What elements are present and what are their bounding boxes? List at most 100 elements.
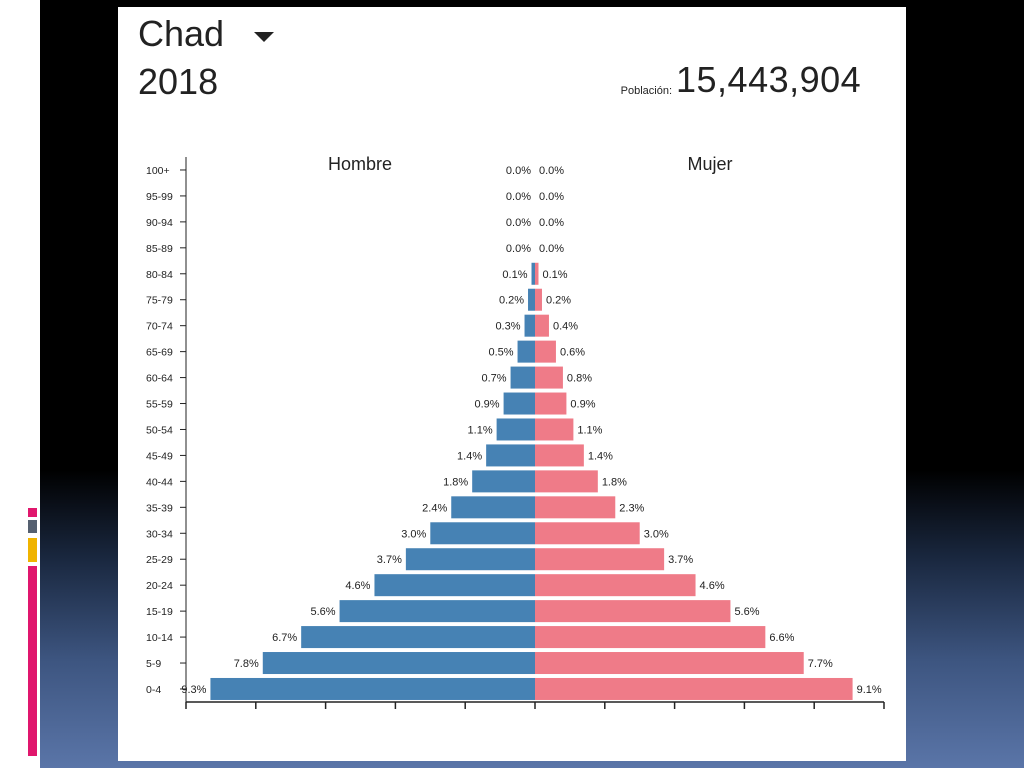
data-label-male: 3.7% — [377, 554, 402, 566]
data-label-male: 3.0% — [401, 528, 426, 540]
y-tick-label: 10-14 — [146, 632, 173, 644]
bar-male — [486, 444, 535, 467]
bar-male — [528, 288, 535, 311]
y-tick-label: 35-39 — [146, 502, 173, 514]
bar-female — [535, 626, 766, 649]
y-tick-label: 0-4 — [146, 684, 161, 696]
data-label-female: 7.7% — [808, 658, 833, 670]
y-tick-label: 40-44 — [146, 476, 173, 488]
data-label-female: 6.6% — [769, 632, 794, 644]
bar-female — [535, 522, 640, 545]
data-label-male: 2.4% — [422, 502, 447, 514]
data-label-female: 0.9% — [570, 399, 595, 411]
bar-male — [451, 496, 535, 519]
bar-female — [535, 262, 539, 285]
bar-male — [339, 600, 535, 623]
data-label-female: 0.8% — [567, 373, 592, 385]
data-label-male: 6.7% — [272, 632, 297, 644]
data-label-male: 0.0% — [506, 217, 531, 229]
accent-bar-gray — [28, 520, 37, 533]
population-label: Población: — [620, 85, 672, 97]
data-label-female: 1.8% — [602, 476, 627, 488]
bar-female — [535, 548, 665, 571]
y-tick-label: 80-84 — [146, 269, 173, 281]
y-tick-label: 55-59 — [146, 399, 173, 411]
bar-female — [535, 392, 567, 415]
bar-female — [535, 418, 574, 441]
data-label-female: 2.3% — [619, 502, 644, 514]
data-label-female: 0.1% — [542, 269, 567, 281]
data-label-female: 5.6% — [734, 606, 759, 618]
data-label-female: 0.0% — [539, 243, 564, 255]
series-label-female: Mujer — [687, 154, 732, 174]
y-tick-label: 95-99 — [146, 191, 173, 203]
y-tick-label: 20-24 — [146, 580, 173, 592]
data-label-male: 0.1% — [502, 269, 527, 281]
bar-female — [535, 677, 853, 700]
y-tick-label: 5-9 — [146, 658, 161, 670]
accent-bar-pink-long — [28, 566, 37, 756]
y-tick-label: 75-79 — [146, 295, 173, 307]
bar-female — [535, 600, 731, 623]
data-label-male: 9.3% — [181, 684, 206, 696]
data-label-male: 0.9% — [475, 399, 500, 411]
y-tick-label: 90-94 — [146, 217, 173, 229]
y-tick-label: 45-49 — [146, 450, 173, 462]
bar-male — [472, 470, 535, 493]
data-label-female: 3.0% — [644, 528, 669, 540]
bar-male — [262, 652, 535, 675]
bar-female — [535, 652, 804, 675]
bar-male — [503, 392, 535, 415]
data-label-female: 3.7% — [668, 554, 693, 566]
y-tick-label: 70-74 — [146, 321, 173, 333]
data-label-male: 0.0% — [506, 165, 531, 177]
data-label-male: 5.6% — [310, 606, 335, 618]
bar-female — [535, 314, 549, 337]
data-label-male: 0.5% — [488, 347, 513, 359]
caret-down-icon[interactable] — [254, 32, 274, 42]
bar-male — [531, 262, 535, 285]
bar-male — [374, 574, 535, 597]
bar-female — [535, 470, 598, 493]
data-label-male: 0.0% — [506, 243, 531, 255]
bar-male — [405, 548, 535, 571]
data-label-male: 7.8% — [234, 658, 259, 670]
bar-female — [535, 366, 563, 389]
bar-female — [535, 574, 696, 597]
bar-female — [535, 340, 556, 363]
y-tick-label: 50-54 — [146, 424, 173, 436]
accent-bar-yellow — [28, 538, 37, 562]
y-tick-label: 60-64 — [146, 373, 173, 385]
data-label-female: 0.4% — [553, 321, 578, 333]
bar-male — [301, 626, 535, 649]
data-label-male: 0.2% — [499, 295, 524, 307]
data-label-female: 0.0% — [539, 165, 564, 177]
data-label-male: 1.4% — [457, 450, 482, 462]
bar-female — [535, 496, 616, 519]
data-label-female: 0.0% — [539, 217, 564, 229]
data-label-male: 1.8% — [443, 476, 468, 488]
bar-female — [535, 288, 542, 311]
bar-male — [510, 366, 535, 389]
bar-male — [210, 677, 535, 700]
y-tick-label: 30-34 — [146, 528, 173, 540]
bar-male — [524, 314, 535, 337]
accent-bar-pink — [28, 508, 37, 517]
country-selector[interactable]: Chad — [138, 13, 225, 54]
bar-female — [535, 444, 584, 467]
data-label-female: 1.1% — [577, 424, 602, 436]
bar-male — [496, 418, 535, 441]
slide-decoration-lines — [23, 55, 40, 119]
data-label-female: 0.6% — [560, 347, 585, 359]
series-label-male: Hombre — [328, 154, 392, 174]
bar-male — [517, 340, 535, 363]
y-tick-label: 100+ — [146, 165, 170, 177]
data-label-male: 4.6% — [345, 580, 370, 592]
data-label-female: 4.6% — [700, 580, 725, 592]
year-label: 2018 — [138, 61, 219, 102]
bar-male — [430, 522, 535, 545]
y-tick-label: 25-29 — [146, 554, 173, 566]
y-tick-label: 15-19 — [146, 606, 173, 618]
data-label-male: 0.0% — [506, 191, 531, 203]
